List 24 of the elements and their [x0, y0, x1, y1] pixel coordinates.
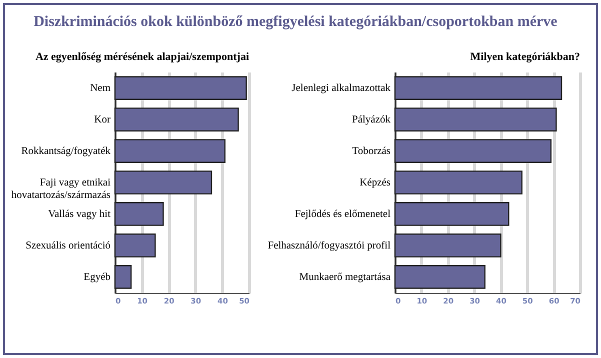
bar — [114, 170, 212, 194]
y-tick-label: Nem — [90, 83, 110, 94]
y-tick-label: Toborzás — [352, 146, 390, 158]
chart-subtitle: Az egyenlőség mérésének alapjai/szempontjai — [35, 51, 249, 63]
bar — [114, 76, 247, 100]
bar — [114, 139, 226, 163]
chart-title: Milyen kategóriákban? — [470, 51, 580, 63]
bar — [114, 202, 164, 226]
y-tick-label: Rokkantság/fogyaték — [21, 146, 112, 158]
y-tick-label: Képzés — [360, 178, 390, 188]
text: Diszkriminációs okok különböző megfigyelési kategóriákban/csoportokban mérve — [34, 14, 558, 30]
y-tick-label: Faji vagy etnikai hovatartozás/származás — [11, 178, 111, 201]
y-tick-label: Jelenlegi alkalmazottak — [292, 83, 392, 94]
bar — [114, 265, 132, 289]
y-tick-label: Felhasználó/fogyasztói profil — [268, 240, 391, 252]
y-tick-label: Pályázók — [352, 114, 392, 126]
bar — [114, 234, 156, 258]
y-tick-label: Kor — [94, 114, 111, 126]
bar — [114, 108, 239, 132]
y-tick-label: Egyéb — [84, 272, 110, 283]
y-tick-label: Fejlődés és előmenetel — [294, 208, 391, 220]
y-tick-label: Szexuális orientáció — [26, 240, 110, 252]
y-tick-label: Munkaerő megtartása — [299, 272, 391, 283]
y-tick-label: Vallás vagy hit — [48, 208, 111, 220]
